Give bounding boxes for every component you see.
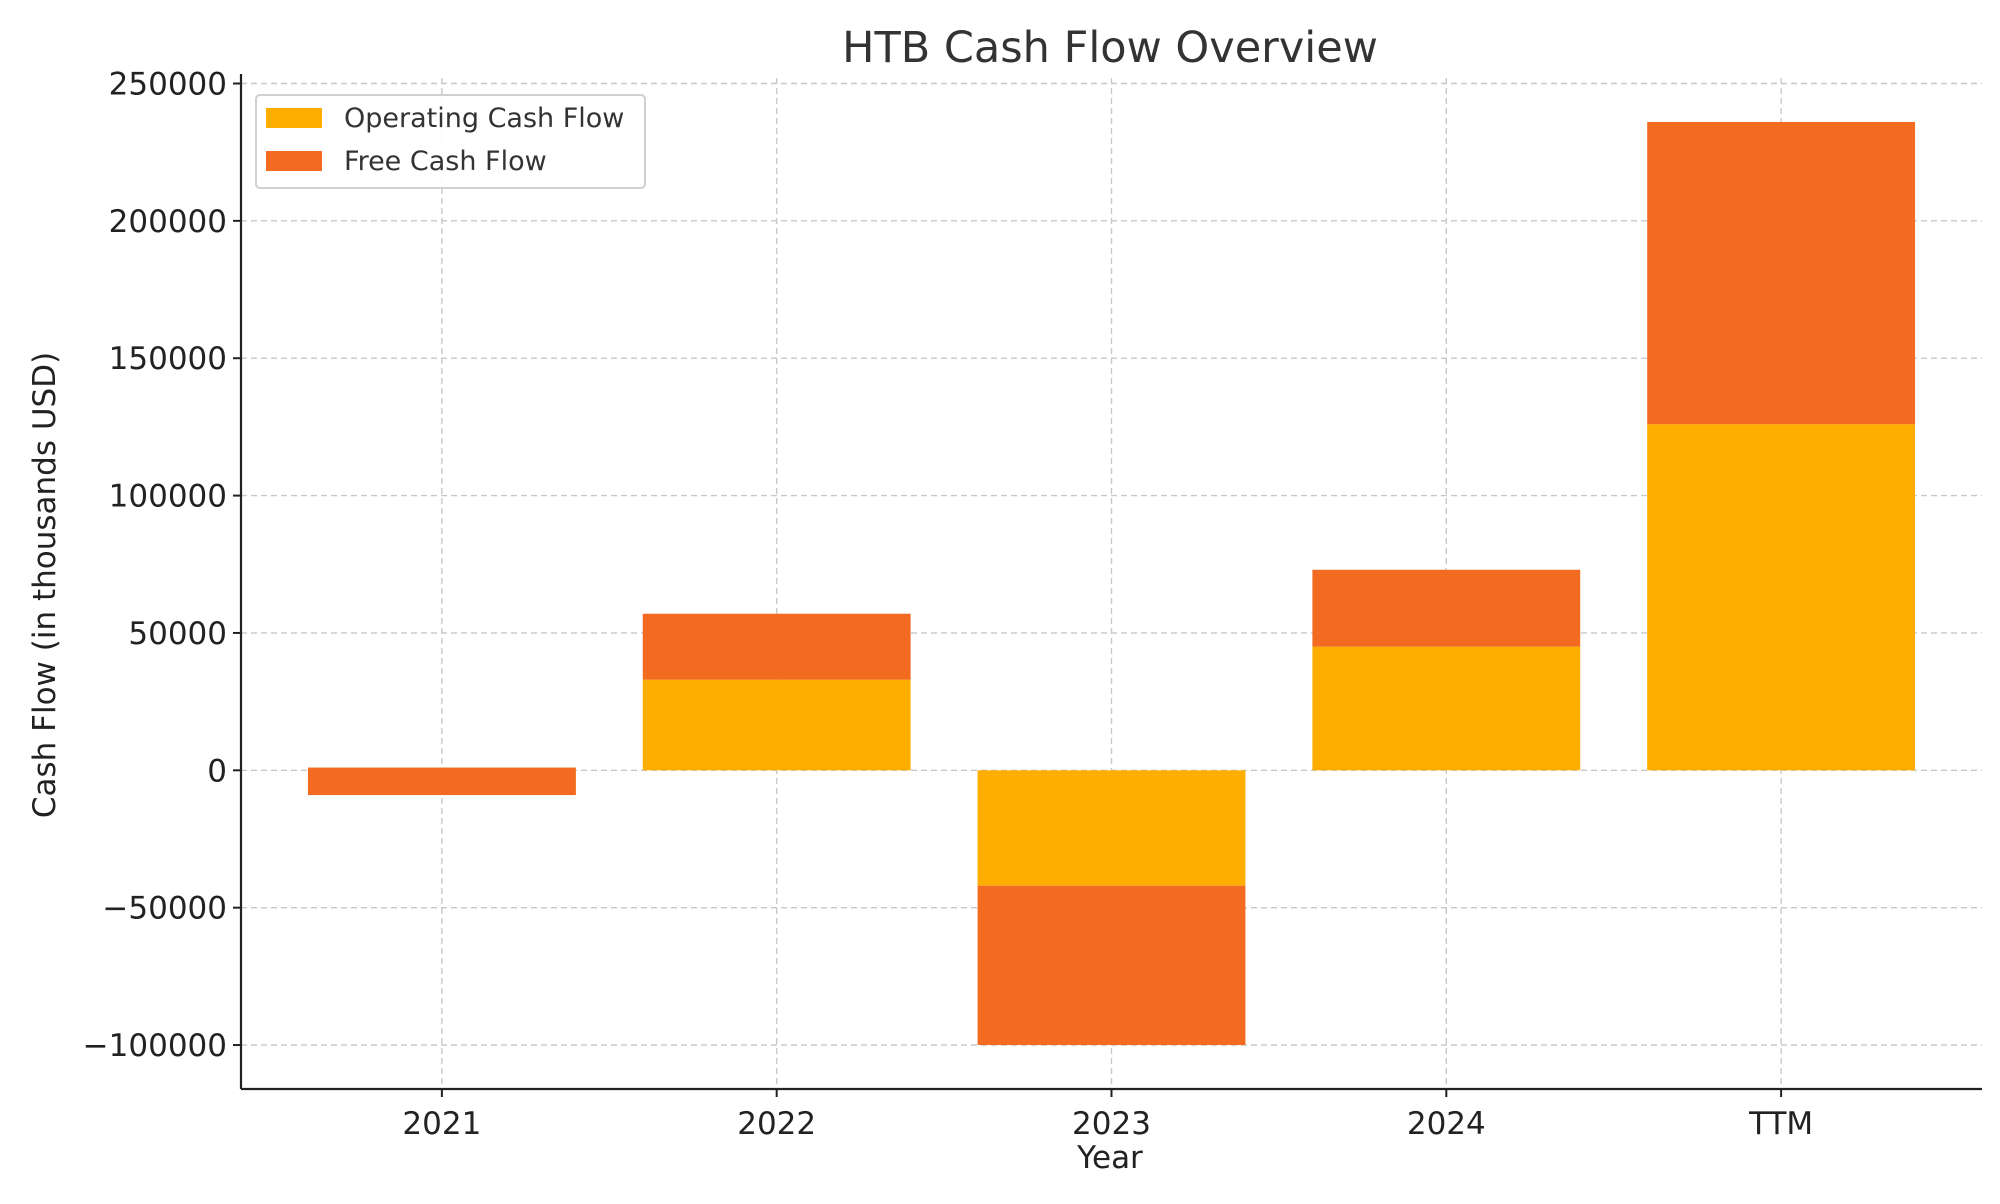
x-tick-label: 2022 — [737, 1106, 816, 1142]
bars-layer — [307, 121, 1916, 1046]
bar-operating-cash-flow — [642, 679, 911, 771]
legend-swatch-free-cash-flow — [266, 151, 322, 171]
y-tick-label: 250000 — [109, 66, 227, 102]
bar-free-cash-flow — [1647, 121, 1916, 425]
legend-label-free-cash-flow: Free Cash Flow — [344, 146, 547, 177]
bar-operating-cash-flow — [977, 770, 1246, 886]
x-tick-label: 2024 — [1407, 1106, 1486, 1142]
x-axis-label: Year — [1076, 1140, 1143, 1176]
bar-free-cash-flow — [1312, 569, 1581, 647]
x-tick-label: TTM — [1748, 1106, 1813, 1142]
x-tick-label: 2023 — [1072, 1106, 1151, 1142]
bar-free-cash-flow — [307, 767, 576, 796]
bar-free-cash-flow — [642, 613, 911, 680]
legend-frame — [255, 94, 646, 189]
y-tick-label: 0 — [207, 753, 227, 789]
y-tick-label: 150000 — [109, 341, 227, 377]
chart-title: HTB Cash Flow Overview — [842, 23, 1378, 73]
legend: Operating Cash Flow Free Cash Flow — [255, 94, 646, 189]
y-axis-label: Cash Flow (in thousands USD) — [27, 352, 63, 818]
legend-label-operating-cash-flow: Operating Cash Flow — [344, 103, 624, 134]
legend-swatch-operating-cash-flow — [266, 108, 322, 128]
bar-operating-cash-flow — [1312, 646, 1581, 771]
y-tick-label: −100000 — [83, 1028, 227, 1064]
x-tick-label: 2021 — [402, 1106, 481, 1142]
y-tick-label: −50000 — [102, 891, 227, 927]
ticks-layer: −100000 −50000 0 50000 100000 150000 200000 250… — [83, 66, 1813, 1142]
y-tick-label: 50000 — [128, 616, 227, 652]
bar-operating-cash-flow — [1647, 424, 1916, 771]
bar-free-cash-flow — [977, 885, 1246, 1046]
y-tick-label: 100000 — [109, 479, 227, 515]
y-tick-label: 200000 — [109, 204, 227, 240]
